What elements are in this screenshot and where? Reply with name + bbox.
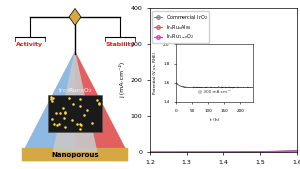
Text: Alloying: Alloying (93, 80, 114, 106)
FancyBboxPatch shape (22, 148, 128, 161)
Polygon shape (75, 51, 128, 152)
Text: Stability: Stability (105, 42, 135, 47)
Polygon shape (22, 51, 75, 152)
Text: Nanoporous: Nanoporous (51, 152, 99, 158)
Polygon shape (69, 8, 81, 25)
Text: Atomic steps: Atomic steps (31, 73, 62, 113)
Y-axis label: j (mA·cm⁻²): j (mA·cm⁻²) (119, 62, 125, 98)
Text: Activity: Activity (16, 42, 44, 47)
Legend: Commercial IrO$_2$, Ir$_x$Ru$_x$Al$_{88}$, Ir$_x$Ru$_{1-x}$O$_2$: Commercial IrO$_2$, Ir$_x$Ru$_x$Al$_{88}… (152, 11, 209, 43)
Bar (48, 95, 102, 132)
Polygon shape (52, 51, 98, 152)
Text: Ir$_{0.5}$Ru$_{0.5}$O$_2$: Ir$_{0.5}$Ru$_{0.5}$O$_2$ (58, 86, 92, 95)
